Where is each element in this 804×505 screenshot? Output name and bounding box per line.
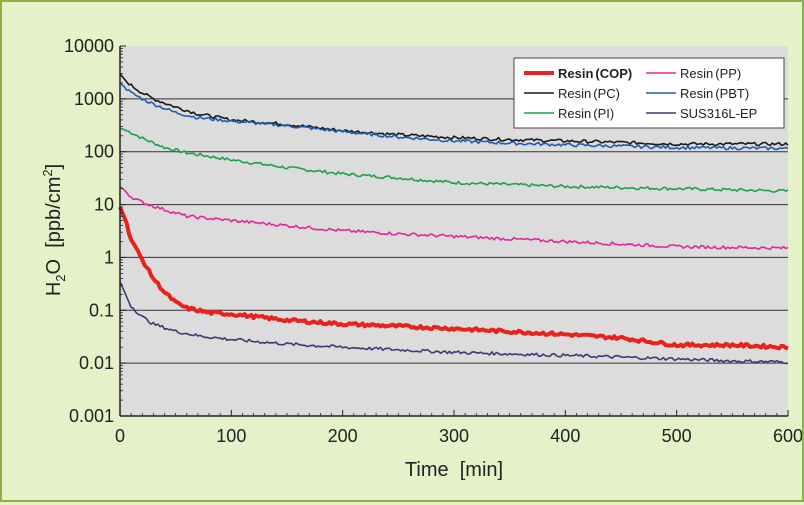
y-axis-label-sup: 2 bbox=[40, 169, 55, 176]
series-line-resin-pp bbox=[119, 185, 789, 251]
y-axis-label-end: ] bbox=[43, 164, 65, 170]
x-axis-label: Time [min] bbox=[405, 459, 503, 481]
y-axis-label-main: H bbox=[43, 282, 65, 296]
legend-label: Resin (PC) bbox=[558, 86, 620, 101]
x-tick-label: 400 bbox=[550, 426, 580, 446]
y-tick-label: 0.1 bbox=[89, 300, 114, 320]
y-tick-label: 0.001 bbox=[69, 406, 114, 426]
x-tick-label: 500 bbox=[662, 426, 692, 446]
y-tick-label: 0.01 bbox=[79, 353, 114, 373]
y-axis-label-sub: 2 bbox=[53, 274, 68, 281]
legend-label: Resin (PBT) bbox=[680, 86, 749, 101]
series-line-resin-pi bbox=[119, 127, 789, 193]
y-tick-label: 100 bbox=[84, 142, 114, 162]
y-tick-label: 10000 bbox=[64, 36, 114, 56]
x-tick-label: 0 bbox=[115, 426, 125, 446]
x-tick-label: 200 bbox=[328, 426, 358, 446]
y-axis-label: H2O [ppb/cm2] bbox=[40, 164, 68, 296]
series-line-resin-cop bbox=[118, 206, 789, 351]
legend-label: Resin (PP) bbox=[680, 66, 741, 81]
x-tick-label: 600 bbox=[773, 426, 802, 446]
legend-label: SUS316L-EP bbox=[680, 106, 757, 121]
y-tick-label: 1000 bbox=[74, 89, 114, 109]
series-line-sus316l-ep bbox=[119, 281, 789, 365]
y-axis-label-rest: O [ppb/cm bbox=[43, 177, 65, 275]
y-tick-label: 1 bbox=[104, 247, 114, 267]
legend-label: Resin (COP) bbox=[558, 66, 632, 81]
x-tick-label: 100 bbox=[216, 426, 246, 446]
x-tick-label: 300 bbox=[439, 426, 469, 446]
series-line-resin-pbt bbox=[119, 82, 789, 151]
legend-label: Resin (PI) bbox=[558, 106, 614, 121]
y-tick-label: 10 bbox=[94, 195, 114, 215]
